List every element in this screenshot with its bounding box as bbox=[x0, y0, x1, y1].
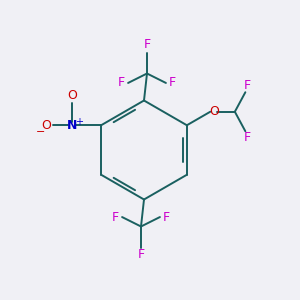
Text: N: N bbox=[67, 119, 77, 132]
Text: F: F bbox=[243, 131, 250, 144]
Text: O: O bbox=[67, 89, 77, 102]
Text: O: O bbox=[209, 105, 219, 118]
Text: F: F bbox=[169, 76, 176, 89]
Text: F: F bbox=[118, 76, 125, 89]
Text: −: − bbox=[36, 127, 45, 137]
Text: F: F bbox=[243, 79, 250, 92]
Text: F: F bbox=[137, 248, 145, 262]
Text: O: O bbox=[42, 119, 52, 132]
Text: F: F bbox=[112, 211, 119, 224]
Text: +: + bbox=[75, 117, 83, 127]
Text: F: F bbox=[143, 38, 151, 52]
Text: F: F bbox=[163, 211, 170, 224]
